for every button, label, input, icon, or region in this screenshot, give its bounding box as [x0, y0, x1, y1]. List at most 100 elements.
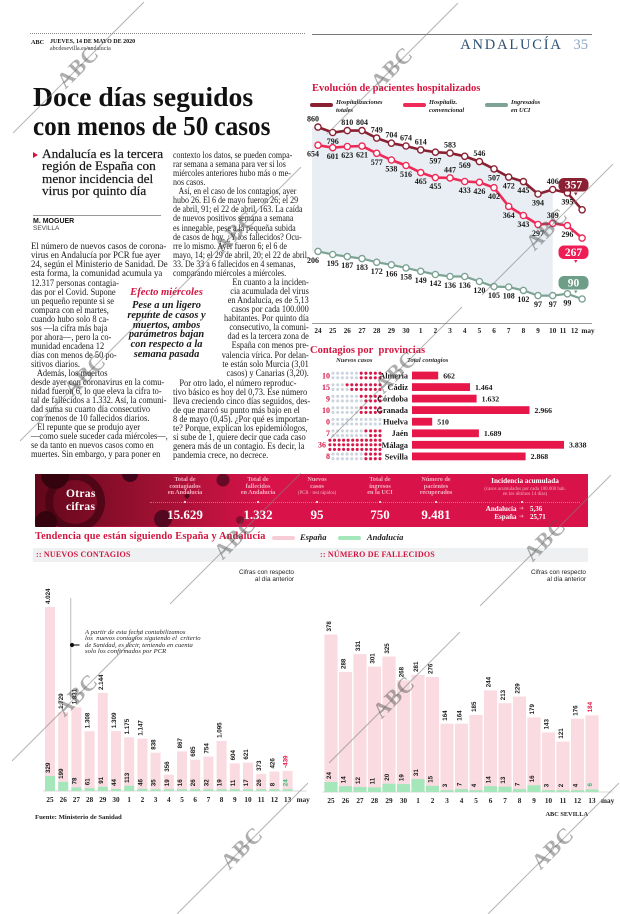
svg-text:may: may	[297, 796, 311, 804]
svg-text:206: 206	[307, 256, 319, 265]
svg-text:3: 3	[448, 327, 452, 335]
svg-text:149: 149	[415, 276, 427, 285]
svg-text:Málaga: Málaga	[382, 441, 408, 450]
svg-text:1.632: 1.632	[482, 394, 500, 403]
svg-text:357: 357	[565, 180, 583, 192]
svg-text:27: 27	[358, 327, 366, 335]
svg-text:61: 61	[85, 778, 92, 785]
svg-text:796: 796	[327, 137, 339, 146]
svg-text:5: 5	[478, 327, 482, 335]
svg-text:164: 164	[457, 710, 464, 721]
svg-text:445: 445	[517, 186, 529, 195]
svg-text:309: 309	[547, 211, 559, 220]
svg-text:1.308: 1.308	[85, 712, 92, 728]
svg-text:143: 143	[544, 719, 551, 730]
svg-text:78: 78	[71, 777, 78, 784]
svg-text:373: 373	[256, 760, 263, 771]
svg-text:Córdoba: Córdoba	[377, 395, 408, 404]
svg-text:510: 510	[437, 418, 449, 427]
svg-text:5: 5	[474, 797, 478, 805]
svg-text:26: 26	[342, 797, 350, 805]
svg-text:172: 172	[371, 267, 383, 276]
svg-text:0: 0	[326, 418, 330, 427]
svg-text:Granada: Granada	[377, 406, 408, 415]
svg-text:12: 12	[571, 327, 579, 335]
svg-text:90: 90	[568, 278, 580, 290]
svg-text:187: 187	[341, 261, 353, 270]
svg-text:662: 662	[443, 371, 455, 380]
svg-text:26: 26	[60, 796, 68, 804]
svg-text:19: 19	[399, 774, 406, 781]
svg-text:105: 105	[488, 291, 500, 300]
svg-text:32: 32	[203, 779, 210, 786]
svg-text:136: 136	[459, 281, 471, 290]
svg-text:601: 601	[327, 152, 339, 161]
svg-text:4: 4	[460, 797, 464, 805]
svg-text:1.147: 1.147	[137, 720, 144, 736]
svg-text:860: 860	[307, 115, 319, 124]
svg-text:31: 31	[413, 769, 420, 776]
svg-text:569: 569	[459, 161, 471, 170]
svg-text:2: 2	[431, 797, 435, 805]
svg-text:329: 329	[45, 762, 52, 773]
svg-text:7: 7	[457, 782, 464, 786]
svg-text:20: 20	[384, 773, 391, 780]
svg-text:267: 267	[565, 247, 583, 259]
svg-text:472: 472	[503, 182, 515, 191]
svg-text:36: 36	[318, 441, 326, 450]
svg-text:30: 30	[400, 797, 408, 805]
svg-text:7: 7	[507, 327, 511, 335]
svg-text:8: 8	[220, 796, 224, 804]
svg-text:Cádiz: Cádiz	[388, 383, 409, 392]
svg-text:158: 158	[400, 272, 412, 281]
svg-text:838: 838	[151, 739, 158, 750]
svg-text:142: 142	[429, 279, 441, 288]
svg-text:3: 3	[154, 796, 158, 804]
svg-text:6: 6	[489, 797, 493, 805]
svg-text:597: 597	[429, 157, 441, 166]
svg-text:29: 29	[388, 327, 396, 335]
svg-text:11: 11	[230, 779, 237, 786]
svg-text:26: 26	[344, 327, 352, 335]
svg-text:674: 674	[400, 134, 412, 143]
svg-text:1.689: 1.689	[484, 429, 502, 438]
svg-text:26: 26	[256, 779, 263, 786]
svg-text:395: 395	[561, 197, 573, 206]
svg-text:184: 184	[587, 701, 594, 712]
svg-text:229: 229	[515, 683, 522, 694]
svg-text:179: 179	[529, 704, 536, 715]
svg-text:2: 2	[141, 796, 145, 804]
svg-text:749: 749	[371, 126, 383, 135]
svg-text:35: 35	[151, 779, 158, 786]
svg-text:4: 4	[167, 796, 171, 804]
svg-text:19: 19	[217, 779, 224, 786]
svg-text:199: 199	[58, 768, 65, 779]
svg-text:281: 281	[413, 661, 420, 672]
svg-text:120: 120	[473, 286, 485, 295]
svg-text:685: 685	[190, 746, 197, 757]
svg-text:16: 16	[177, 779, 184, 786]
svg-text:25: 25	[329, 327, 337, 335]
svg-text:17: 17	[243, 779, 250, 786]
svg-text:9: 9	[233, 796, 237, 804]
svg-text:28: 28	[373, 327, 381, 335]
svg-text:13: 13	[588, 797, 596, 805]
svg-text:4: 4	[573, 783, 580, 787]
svg-text:213: 213	[500, 689, 507, 700]
svg-text:Jaén: Jaén	[392, 429, 409, 438]
svg-text:11: 11	[560, 327, 567, 335]
svg-text:276: 276	[428, 663, 435, 674]
svg-text:343: 343	[517, 220, 529, 229]
svg-text:538: 538	[385, 165, 397, 174]
svg-text:12: 12	[271, 796, 279, 804]
svg-text:14: 14	[341, 776, 348, 783]
svg-text:2.144: 2.144	[98, 674, 105, 690]
svg-text:15: 15	[322, 383, 330, 392]
svg-text:577: 577	[371, 158, 383, 167]
svg-text:26: 26	[190, 779, 197, 786]
svg-text:6: 6	[492, 327, 496, 335]
svg-text:may: may	[581, 327, 595, 335]
svg-text:164: 164	[442, 710, 449, 721]
svg-text:30: 30	[402, 327, 410, 335]
svg-text:3: 3	[544, 783, 551, 787]
